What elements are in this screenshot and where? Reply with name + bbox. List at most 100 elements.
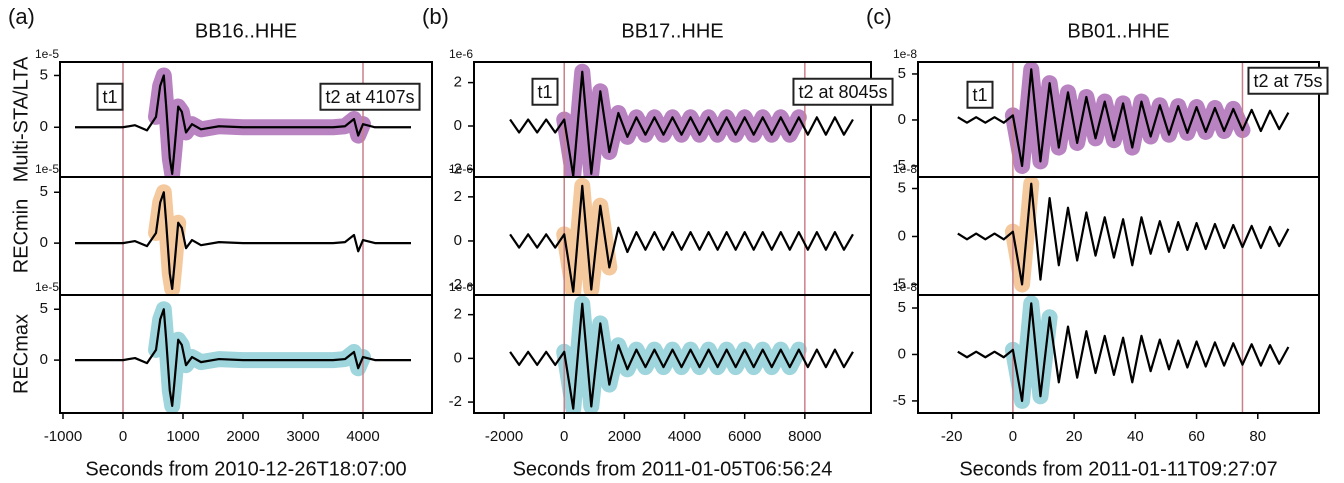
waveform <box>75 191 411 290</box>
y-tick-label: -2 <box>449 393 462 410</box>
waveform <box>509 70 854 177</box>
waveform <box>957 68 1290 168</box>
waveform <box>509 302 854 410</box>
row-plot <box>509 177 854 295</box>
x-tick-label: -2000 <box>485 428 523 445</box>
scale-exponent: 1e-5 <box>35 47 59 61</box>
y-tick-label: 0 <box>454 117 462 134</box>
annotation: t1 <box>972 85 987 105</box>
annotation-box <box>319 82 421 111</box>
waveform <box>957 302 1290 403</box>
x-tick-label: 8000 <box>788 428 821 445</box>
panel-label: (b) <box>422 4 449 29</box>
annotation-box <box>792 77 894 106</box>
scale-exponent: 1e-8 <box>893 162 917 176</box>
y-axis-label: RECmin <box>10 199 32 273</box>
y-tick-label: 0 <box>898 345 906 362</box>
y-tick-label: 0 <box>40 118 48 135</box>
highlight <box>556 295 807 413</box>
y-tick-label: -5 <box>893 275 906 292</box>
row-plot <box>957 62 1290 177</box>
row-plot <box>957 177 1290 295</box>
y-axis-label: RECmax <box>10 314 32 394</box>
row-plot <box>957 295 1290 413</box>
annotation-box <box>966 80 994 109</box>
annotation-box <box>531 77 559 106</box>
y-tick-label: 5 <box>898 65 906 82</box>
y-tick-label: -2 <box>449 160 462 177</box>
row-frame <box>59 294 433 414</box>
waveform <box>509 184 854 293</box>
y-tick-label: 5 <box>40 66 48 83</box>
y-tick-label: 2 <box>454 74 462 91</box>
x-tick-label: 80 <box>1249 428 1266 445</box>
x-tick-label: 40 <box>1127 428 1144 445</box>
annotation-box <box>1247 66 1329 95</box>
x-tick-label: 0 <box>560 428 568 445</box>
scale-exponent: 1e-8 <box>893 280 917 294</box>
y-tick-label: 0 <box>454 349 462 366</box>
panel-title: BB01..HHE <box>1067 20 1169 42</box>
annotation: t1 <box>102 87 117 107</box>
y-tick-label: 0 <box>454 232 462 249</box>
annotation: t2 at 4107s <box>325 87 414 107</box>
annotation: t2 at 75s <box>1253 71 1322 91</box>
x-tick-label: 3000 <box>286 428 319 445</box>
x-tick-label: 2000 <box>608 428 641 445</box>
annotation: t1 <box>537 82 552 102</box>
scale-exponent: 1e-6 <box>449 280 473 294</box>
scale-exponent: 1e-8 <box>893 47 917 61</box>
x-tick-label: 20 <box>1066 428 1083 445</box>
row-frame <box>473 294 872 414</box>
highlight <box>556 63 807 177</box>
x-axis-label: Seconds from 2011-01-05T06:56:24 <box>513 458 833 480</box>
y-axis-label: Multi-STA/LTA <box>10 56 32 182</box>
x-tick-label: 0 <box>119 428 127 445</box>
x-tick-label: 4000 <box>668 428 701 445</box>
panel-title: BB16..HHE <box>195 20 297 42</box>
scale-exponent: 1e-5 <box>35 162 59 176</box>
y-tick-label: 5 <box>898 179 906 196</box>
x-tick-label: -20 <box>941 428 963 445</box>
highlight <box>148 301 371 413</box>
x-tick-label: -1000 <box>44 428 82 445</box>
row-plot <box>75 62 411 177</box>
y-tick-label: 0 <box>40 234 48 251</box>
y-tick-label: 5 <box>898 299 906 316</box>
highlight <box>1004 62 1251 174</box>
y-tick-label: -2 <box>449 276 462 293</box>
row-frame <box>473 176 872 296</box>
panel-label: (c) <box>866 4 892 29</box>
y-tick-label: -5 <box>893 157 906 174</box>
x-tick-label: 1000 <box>166 428 199 445</box>
row-frame <box>59 176 433 296</box>
panel-title: BB17..HHE <box>621 20 723 42</box>
y-tick-label: 0 <box>898 227 906 244</box>
scale-exponent: 1e-6 <box>449 47 473 61</box>
row-plot <box>509 295 854 413</box>
y-tick-label: -5 <box>893 392 906 409</box>
y-tick-label: 0 <box>40 351 48 368</box>
waveform <box>75 74 411 175</box>
annotation-box <box>96 82 124 111</box>
row-plot <box>75 295 411 413</box>
scale-exponent: 1e-6 <box>449 162 473 176</box>
x-tick-label: 60 <box>1188 428 1205 445</box>
waveform <box>75 308 411 407</box>
x-tick-label: 6000 <box>728 428 761 445</box>
x-axis-label: Seconds from 2010-12-26T18:07:00 <box>85 458 406 480</box>
waveform <box>957 182 1290 286</box>
x-axis-label: Seconds from 2011-01-11T09:27:07 <box>959 458 1277 480</box>
row-plot <box>75 177 411 295</box>
panel-label: (a) <box>8 4 35 29</box>
y-tick-label: 0 <box>898 111 906 128</box>
y-tick-label: 5 <box>40 183 48 200</box>
scale-exponent: 1e-5 <box>35 280 59 294</box>
y-tick-label: 2 <box>454 188 462 205</box>
x-tick-label: 4000 <box>346 428 379 445</box>
annotation: t2 at 8045s <box>798 82 887 102</box>
row-plot <box>509 62 854 177</box>
highlight <box>1004 177 1040 293</box>
y-tick-label: 5 <box>40 300 48 317</box>
x-tick-label: 0 <box>1009 428 1017 445</box>
